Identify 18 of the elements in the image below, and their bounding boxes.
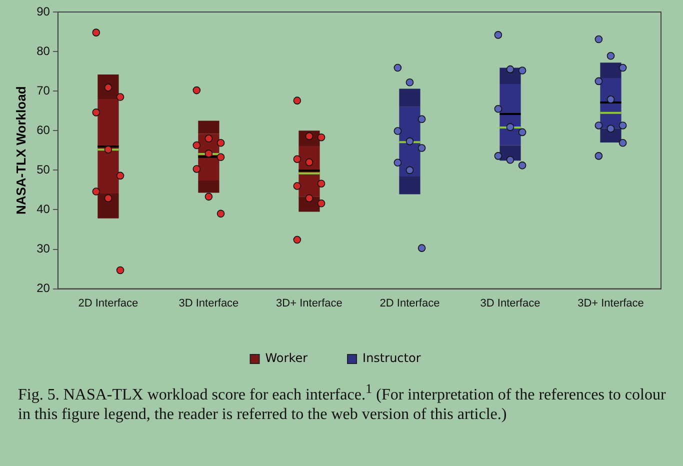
y-tick-label: 50 — [36, 162, 50, 176]
x-tick-label: 2D Interface — [380, 297, 440, 310]
y-tick-label: 60 — [36, 122, 50, 137]
x-tick-label: 3D+ Interface — [276, 297, 342, 310]
y-tick-label: 80 — [36, 44, 50, 58]
legend-label: Instructor — [362, 351, 421, 366]
x-tick-label: 3D Interface — [178, 297, 239, 310]
x-tick-label: 2D Interface — [78, 297, 138, 310]
legend-label: Worker — [265, 351, 308, 366]
y-tick-label: 70 — [36, 83, 50, 98]
caption: Fig. 5. NASA-TLX workload score for each interface.$^{1}$ (For interpretation of the references to colour in this figure legend, the reader is referred to the web version of this article.) — [17, 380, 667, 426]
x-tick-label: 3D Interface — [480, 297, 540, 310]
y-tick-label: 40 — [36, 202, 50, 216]
x-tick-label: 3D+ Interface — [578, 297, 644, 310]
y-axis-title: NASA-TLX Workload — [13, 86, 28, 215]
y-tick-label: 90 — [36, 4, 50, 18]
y-tick-label: 30 — [36, 242, 50, 256]
y-tick-label: 20 — [36, 281, 50, 296]
